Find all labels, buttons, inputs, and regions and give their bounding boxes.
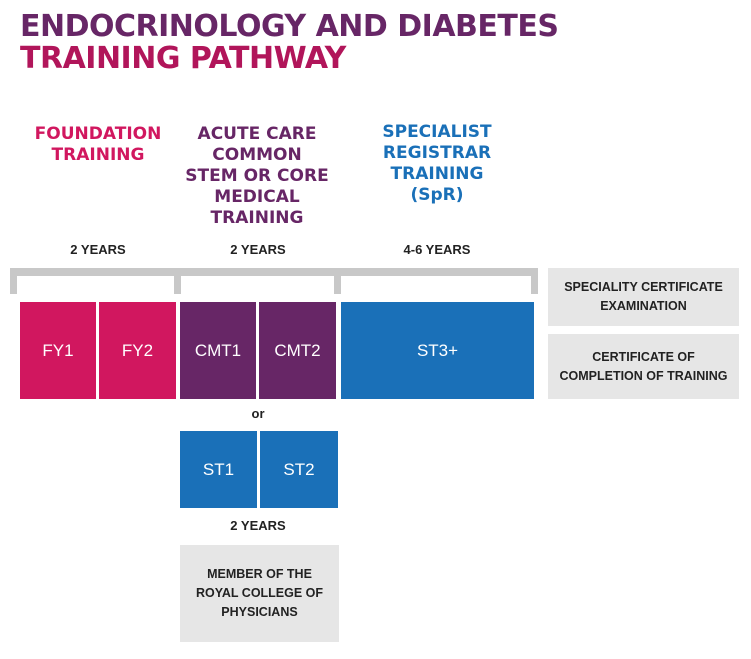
completion-certificate-box: CERTIFICATE OF COMPLETION OF TRAINING bbox=[548, 334, 739, 399]
or-label: or bbox=[251, 406, 265, 421]
block-st3: ST3+ bbox=[341, 302, 534, 399]
completion-line-1: CERTIFICATE OF bbox=[592, 349, 695, 364]
alt-years: 2 YEARS bbox=[230, 518, 286, 533]
timeline-tick-4 bbox=[531, 268, 538, 294]
block-fy2: FY2 bbox=[99, 302, 176, 399]
block-st1: ST1 bbox=[180, 431, 257, 508]
stage-specialist-line-2: REGISTRAR bbox=[382, 143, 492, 163]
stage-specialist-heading: SPECIALIST REGISTRAR TRAINING (SpR) bbox=[352, 122, 522, 206]
core-years: 2 YEARS bbox=[230, 242, 286, 257]
stage-foundation-heading: FOUNDATION TRAINING bbox=[18, 124, 178, 166]
timeline-bar bbox=[10, 268, 538, 276]
timeline-tick-2 bbox=[174, 268, 181, 294]
stage-core-heading: ACUTE CARE COMMON STEM OR CORE MEDICAL T… bbox=[172, 124, 342, 229]
member-line-1: MEMBER OF THE bbox=[207, 567, 312, 581]
timeline-tick-1 bbox=[10, 268, 17, 294]
foundation-years: 2 YEARS bbox=[70, 242, 126, 257]
specialist-years: 4-6 YEARS bbox=[403, 242, 471, 257]
speciality-certificate-box: SPECIALITY CERTIFICATE EXAMINATION bbox=[548, 268, 739, 326]
timeline-tick-3 bbox=[334, 268, 341, 294]
stage-specialist-line-4: (SpR) bbox=[410, 185, 464, 205]
speciality-line-1: SPECIALITY CERTIFICATE bbox=[564, 280, 723, 294]
stage-foundation-line-2: TRAINING bbox=[51, 145, 145, 165]
member-rcp-box: MEMBER OF THE ROYAL COLLEGE OF PHYSICIAN… bbox=[180, 545, 339, 642]
completion-line-2: COMPLETION OF TRAINING bbox=[559, 368, 728, 383]
block-cmt2: CMT2 bbox=[259, 302, 336, 399]
stage-specialist-line-1: SPECIALIST bbox=[382, 122, 492, 142]
stage-specialist-line-3: TRAINING bbox=[390, 164, 484, 184]
member-line-3: PHYSICIANS bbox=[221, 605, 298, 619]
member-line-2: ROYAL COLLEGE OF bbox=[195, 586, 324, 600]
block-cmt1: CMT1 bbox=[180, 302, 256, 399]
stage-core-line-4: MEDICAL bbox=[214, 187, 300, 207]
title-line-1: ENDOCRINOLOGY AND DIABETES bbox=[20, 9, 559, 44]
stage-core-line-1: ACUTE CARE bbox=[197, 124, 317, 144]
title-line-2: TRAINING PATHWAY bbox=[20, 41, 346, 76]
stage-core-line-3: STEM OR CORE bbox=[185, 166, 329, 186]
block-st2: ST2 bbox=[260, 431, 338, 508]
stage-foundation-line-1: FOUNDATION bbox=[34, 124, 162, 144]
stage-core-line-5: TRAINING bbox=[210, 208, 304, 228]
block-fy1: FY1 bbox=[20, 302, 96, 399]
stage-core-line-2: COMMON bbox=[212, 145, 302, 165]
speciality-line-2: EXAMINATION bbox=[600, 299, 687, 313]
